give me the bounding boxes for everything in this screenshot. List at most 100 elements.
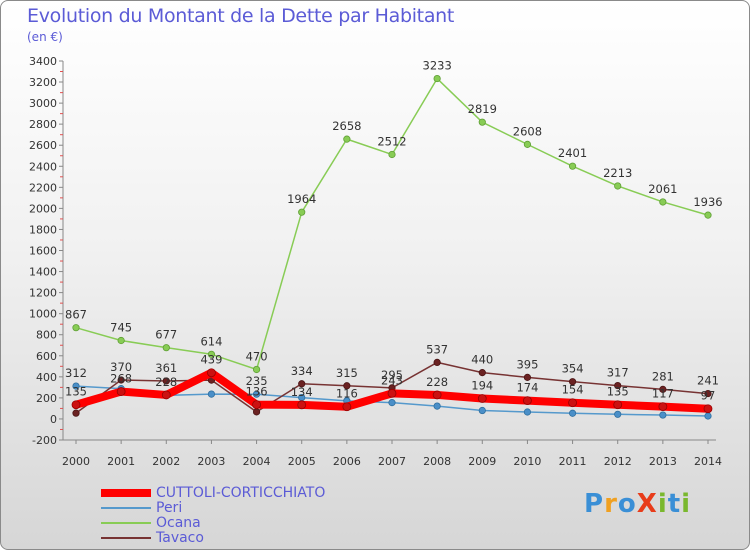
data-point [614,182,622,190]
x-tick-label: 2003 [197,455,225,468]
data-point [703,404,713,414]
data-point [432,390,442,400]
chart-title: Evolution du Montant de la Dette par Hab… [27,5,455,27]
y-tick-label: 1200 [29,287,57,300]
legend-item-peri: Peri [101,500,361,516]
data-label: 135 [607,385,629,399]
data-point [71,400,81,410]
data-label: 243 [381,373,403,387]
legend-item-tavaco: Tavaco [101,530,361,546]
data-label: 97 [701,389,716,403]
data-point [477,394,487,403]
data-point [478,406,486,415]
data-label: 228 [155,375,177,389]
data-point [523,408,532,416]
logo-letter: r [604,489,618,519]
data-label: 135 [65,385,87,399]
data-point [342,402,352,412]
data-point [704,389,712,398]
data-label: 268 [110,372,132,386]
proxiti-logo: ProXiti [584,489,691,519]
data-label: 116 [336,387,358,401]
data-point [252,390,261,398]
data-label: 154 [562,383,584,397]
x-tick-label: 2005 [288,455,316,468]
data-point [659,385,667,393]
data-point [478,118,486,126]
data-label: 745 [110,321,132,335]
data-label: 174 [516,381,538,395]
data-point [433,402,441,410]
data-point [388,150,396,159]
data-label: 395 [516,357,538,371]
data-label: 134 [291,385,313,399]
y-tick-label: 2800 [29,118,57,131]
data-label: 2658 [332,119,361,133]
data-point [388,399,396,407]
data-point [207,390,216,398]
data-point [207,350,216,358]
data-label: 3233 [423,59,452,73]
data-label: 241 [697,374,719,388]
data-point [387,388,397,398]
data-point [523,373,532,381]
legend-label-cuttoli: CUTTOLI-CORTICCHIATO [156,485,326,501]
data-point [478,369,486,377]
data-point [161,390,171,400]
chart-subtitle: (en €) [27,30,63,44]
data-label: 2213 [603,166,632,180]
y-tick-label: 1000 [29,308,57,321]
data-label: 295 [381,368,403,382]
legend-swatch-peri [101,507,151,509]
data-label: 117 [652,387,674,401]
y-tick-label: 600 [36,350,57,363]
y-tick-label: 3200 [29,76,57,89]
data-point [614,381,622,390]
x-tick-label: 2010 [513,455,541,468]
data-label: 2512 [377,134,406,148]
legend-item-cuttoli: CUTTOLI-CORTICCHIATO [101,485,361,501]
data-point [433,74,441,83]
x-tick-label: 2013 [649,455,677,468]
data-point [704,412,712,420]
data-point [433,358,441,367]
data-label: 361 [155,361,177,375]
data-label: 1964 [287,192,316,206]
data-point [72,324,80,332]
data-point [298,380,306,388]
legend-label-tavaco: Tavaco [156,530,204,546]
data-point [659,198,667,206]
x-tick-label: 2011 [559,455,587,468]
y-tick-label: 3000 [29,97,57,110]
data-point [298,208,306,216]
data-label: 370 [110,360,132,374]
data-point [658,402,668,412]
x-tick-label: 2007 [378,455,406,468]
data-point [162,344,170,352]
data-label: 2608 [513,124,542,138]
data-point [252,408,261,416]
legend-label-peri: Peri [156,500,183,516]
x-tick-label: 2014 [694,455,722,468]
x-tick-label: 2000 [62,455,90,468]
x-tick-label: 2004 [243,455,271,468]
y-tick-label: 1400 [29,266,57,279]
y-tick-label: 1600 [29,245,57,258]
legend-label-ocana: Ocana [156,515,201,531]
data-label: 194 [471,379,493,393]
x-tick-label: 2002 [152,455,180,468]
y-tick-label: 1800 [29,223,57,236]
logo-letter: X [636,489,658,519]
data-point [252,365,261,374]
y-tick-label: 400 [36,371,57,384]
data-label: 312 [65,366,87,380]
legend-swatch-cuttoli [101,489,151,497]
x-tick-label: 2006 [333,455,361,468]
data-label: 439 [200,353,222,367]
x-tick-label: 2001 [107,455,135,468]
logo-letter: P [584,489,605,519]
data-label: 315 [336,366,358,380]
data-point [568,409,577,417]
data-label: 317 [607,366,629,380]
data-label: 1936 [693,195,722,209]
